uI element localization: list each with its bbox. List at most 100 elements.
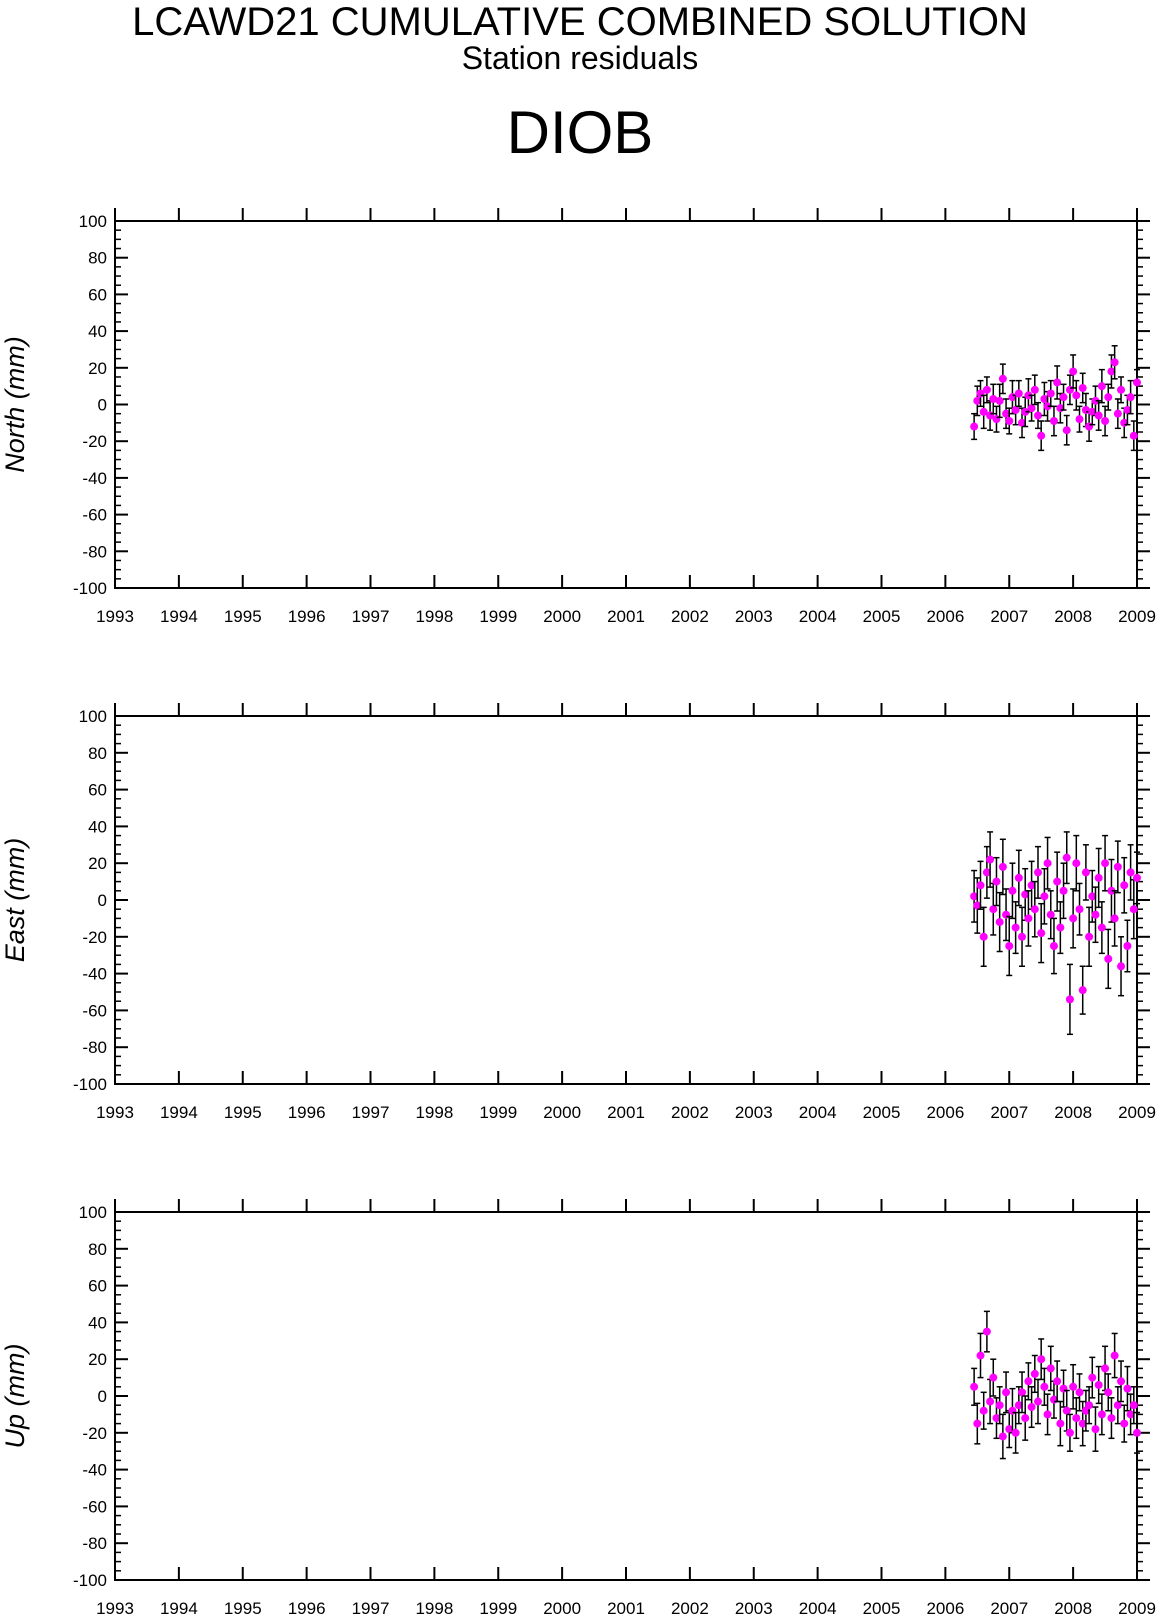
up-data-point [986, 1397, 995, 1406]
up-data-point [1011, 1428, 1020, 1437]
east-data-point [986, 855, 995, 864]
up-axis-label: Up (mm) [0, 1344, 30, 1449]
east-y-tick-label: 20 [88, 854, 107, 873]
up-data-point [1037, 1355, 1046, 1364]
east-data-point [1014, 873, 1023, 882]
up-data-point [1056, 1419, 1065, 1428]
north-data-point [1097, 382, 1106, 391]
north-y-tick-label: 80 [88, 249, 107, 268]
east-data-point [1059, 886, 1068, 895]
east-data-point [1043, 859, 1052, 868]
east-x-tick-label: 2000 [543, 1103, 581, 1122]
east-data-point [1040, 892, 1049, 901]
east-data-point [982, 868, 991, 877]
north-data-point [1069, 367, 1078, 376]
up-data-point [989, 1373, 998, 1382]
up-y-tick-label: -80 [82, 1534, 107, 1553]
up-data-point [1117, 1377, 1126, 1386]
up-data-point [1078, 1419, 1087, 1428]
up-data-point [982, 1327, 991, 1336]
north-data-point [1030, 385, 1039, 394]
up-x-tick-label: 1998 [415, 1599, 453, 1618]
station-name: DIOB [506, 99, 654, 166]
north-data-point [1033, 411, 1042, 420]
east-x-tick-label: 1993 [96, 1103, 134, 1122]
east-x-tick-label: 2008 [1054, 1103, 1092, 1122]
east-x-tick-label: 2005 [863, 1103, 901, 1122]
east-data-point [1021, 890, 1030, 899]
east-data-point [1129, 905, 1138, 914]
north-data-point [1002, 409, 1011, 418]
north-data-point [1101, 417, 1110, 426]
north-x-tick-label: 2004 [799, 607, 837, 626]
east-data-point [1046, 910, 1055, 919]
north-data-point [1129, 431, 1138, 440]
up-y-tick-label: -20 [82, 1424, 107, 1443]
east-y-tick-label: -60 [82, 1001, 107, 1020]
up-data-point [1123, 1384, 1132, 1393]
north-data-point [1011, 406, 1020, 415]
north-data-point [1021, 407, 1030, 416]
north-x-tick-label: 2002 [671, 607, 709, 626]
north-y-tick-label: 100 [79, 212, 107, 231]
east-data-point [992, 877, 1001, 886]
up-data-point [1085, 1401, 1094, 1410]
east-data-point [1094, 873, 1103, 882]
east-data-point [976, 881, 985, 890]
east-data-point [1097, 923, 1106, 932]
east-x-tick-label: 2006 [926, 1103, 964, 1122]
east-x-tick-label: 2002 [671, 1103, 709, 1122]
east-data-point [979, 932, 988, 941]
east-data-point [1011, 923, 1020, 932]
east-data-point [1133, 873, 1141, 882]
north-data-point [1059, 393, 1068, 402]
up-data-point [1133, 1428, 1141, 1437]
north-data-point [1107, 367, 1116, 376]
north-data-point [995, 396, 1004, 405]
north-x-tick-label: 2005 [863, 607, 901, 626]
east-data-point [1110, 914, 1119, 923]
east-data-point [1101, 859, 1110, 868]
up-data-point [1005, 1425, 1014, 1434]
east-y-tick-label: 100 [79, 707, 107, 726]
up-data-point [1113, 1401, 1122, 1410]
north-data-point [1049, 417, 1058, 426]
east-data-point [998, 862, 1007, 871]
east-y-tick-label: -100 [73, 1075, 107, 1094]
up-data-point [1097, 1410, 1106, 1419]
north-y-tick-label: 40 [88, 322, 107, 341]
up-data-point [1024, 1377, 1033, 1386]
up-data-point [992, 1414, 1001, 1423]
up-x-tick-label: 2007 [990, 1599, 1028, 1618]
north-x-tick-label: 2008 [1054, 607, 1092, 626]
chart-subtitle: Station residuals [461, 40, 699, 76]
north-data-point [1113, 409, 1122, 418]
up-data-point [1069, 1382, 1078, 1391]
north-data-point [1046, 389, 1055, 398]
east-y-tick-label: 60 [88, 781, 107, 800]
north-x-tick-label: 2006 [926, 607, 964, 626]
north-data-point [1018, 418, 1027, 427]
up-y-tick-label: -100 [73, 1571, 107, 1590]
east-data-point [1113, 862, 1122, 871]
north-x-tick-label: 2001 [607, 607, 645, 626]
east-x-tick-label: 2003 [735, 1103, 773, 1122]
east-panel: 1993 1994 1995 1996 1997 1998 1999 2000 2001 2002… [0, 703, 1156, 1122]
north-data-point [973, 396, 982, 405]
north-data-point [1133, 378, 1141, 387]
up-data-point [976, 1351, 985, 1360]
east-x-tick-label: 1998 [415, 1103, 453, 1122]
up-x-tick-label: 2009 [1118, 1599, 1156, 1618]
north-x-tick-label: 1999 [479, 607, 517, 626]
up-data-point [1088, 1373, 1097, 1382]
up-panel: 1993 1994 1995 1996 1997 1998 1999 2000 2001 2002… [0, 1199, 1156, 1618]
north-data-point [970, 422, 979, 431]
east-x-tick-label: 2004 [799, 1103, 837, 1122]
up-data-point [1104, 1388, 1113, 1397]
east-data-point [1027, 881, 1036, 890]
up-x-tick-label: 1999 [479, 1599, 517, 1618]
east-data-point [1085, 932, 1094, 941]
north-data-point [989, 394, 998, 403]
north-data-point [1037, 431, 1046, 440]
north-x-tick-label: 2007 [990, 607, 1028, 626]
